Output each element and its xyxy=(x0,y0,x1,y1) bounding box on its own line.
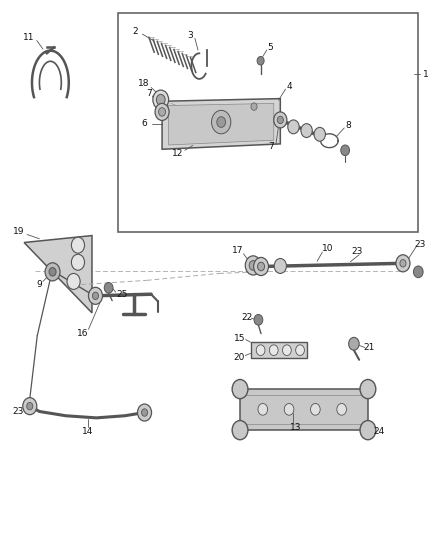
Circle shape xyxy=(212,110,231,134)
Text: 11: 11 xyxy=(23,33,34,42)
Circle shape xyxy=(314,127,325,141)
Text: 9: 9 xyxy=(36,280,42,289)
Circle shape xyxy=(45,263,60,281)
Circle shape xyxy=(254,257,268,276)
Polygon shape xyxy=(240,389,368,430)
Circle shape xyxy=(153,90,169,109)
Circle shape xyxy=(284,403,294,415)
Circle shape xyxy=(360,379,376,399)
Circle shape xyxy=(232,421,248,440)
Polygon shape xyxy=(251,342,307,358)
Circle shape xyxy=(400,260,406,267)
Circle shape xyxy=(67,273,80,289)
Circle shape xyxy=(258,403,268,415)
Text: 18: 18 xyxy=(138,79,149,88)
Circle shape xyxy=(249,261,257,270)
Text: 14: 14 xyxy=(82,427,93,436)
Circle shape xyxy=(269,345,278,356)
Text: 6: 6 xyxy=(141,119,148,128)
Circle shape xyxy=(155,103,169,120)
Text: 7: 7 xyxy=(268,142,275,150)
Text: 23: 23 xyxy=(351,247,363,256)
Circle shape xyxy=(396,255,410,272)
Circle shape xyxy=(283,345,291,356)
Text: 16: 16 xyxy=(77,329,88,337)
Circle shape xyxy=(337,403,346,415)
Text: 23: 23 xyxy=(13,407,24,416)
Circle shape xyxy=(217,117,226,127)
Circle shape xyxy=(341,145,350,156)
Circle shape xyxy=(159,108,166,116)
Text: 4: 4 xyxy=(286,82,292,91)
Text: 2: 2 xyxy=(132,28,138,36)
Text: 24: 24 xyxy=(374,427,385,436)
Circle shape xyxy=(245,256,261,275)
Circle shape xyxy=(301,124,312,138)
Text: 15: 15 xyxy=(234,334,246,343)
Circle shape xyxy=(254,314,263,325)
Circle shape xyxy=(251,103,257,110)
Polygon shape xyxy=(162,99,280,149)
Text: 23: 23 xyxy=(415,240,426,248)
Circle shape xyxy=(256,345,265,356)
Text: 1: 1 xyxy=(423,70,429,79)
Text: 8: 8 xyxy=(345,121,351,130)
Circle shape xyxy=(288,120,299,134)
Circle shape xyxy=(141,409,148,416)
Bar xyxy=(118,13,418,232)
Text: 12: 12 xyxy=(172,149,183,158)
Circle shape xyxy=(104,282,113,293)
Circle shape xyxy=(274,112,287,128)
Text: 25: 25 xyxy=(116,290,127,298)
Text: 10: 10 xyxy=(322,244,333,253)
Circle shape xyxy=(277,116,283,124)
Circle shape xyxy=(71,237,85,253)
Text: 19: 19 xyxy=(13,228,24,236)
Circle shape xyxy=(311,403,320,415)
Circle shape xyxy=(274,259,286,273)
Text: 21: 21 xyxy=(363,343,374,352)
Circle shape xyxy=(138,404,152,421)
Text: 20: 20 xyxy=(233,353,244,361)
Circle shape xyxy=(23,398,37,415)
Text: 3: 3 xyxy=(187,31,193,39)
Circle shape xyxy=(27,402,33,410)
Circle shape xyxy=(257,56,264,65)
Circle shape xyxy=(232,379,248,399)
Text: 13: 13 xyxy=(290,423,302,432)
Circle shape xyxy=(413,266,423,278)
Polygon shape xyxy=(24,236,92,313)
Polygon shape xyxy=(169,103,274,145)
Text: 22: 22 xyxy=(241,313,252,321)
Circle shape xyxy=(49,268,56,276)
Circle shape xyxy=(360,421,376,440)
Text: 17: 17 xyxy=(232,246,244,255)
Circle shape xyxy=(349,337,359,350)
Circle shape xyxy=(71,254,85,270)
Circle shape xyxy=(258,262,265,271)
Text: 5: 5 xyxy=(267,44,273,52)
Text: 7: 7 xyxy=(146,89,152,98)
Circle shape xyxy=(92,292,99,300)
Circle shape xyxy=(156,94,165,105)
Circle shape xyxy=(88,287,102,304)
Circle shape xyxy=(296,345,304,356)
